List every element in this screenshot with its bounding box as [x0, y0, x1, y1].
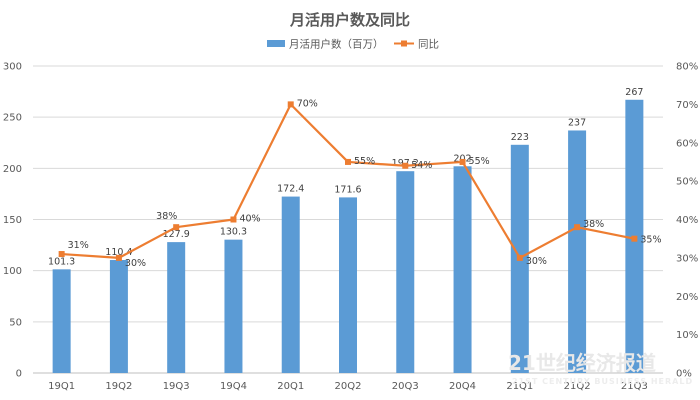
y-axis-left: 0 50 100 150 200 250 300: [3, 62, 22, 380]
bar-value-label: 127.9: [163, 229, 190, 240]
x-tick-label: 20Q2: [335, 381, 362, 392]
y-right-tick-label: 40%: [676, 215, 698, 226]
x-tick-label: 20Q4: [449, 381, 476, 392]
y-right-tick-label: 70%: [676, 100, 698, 111]
line-marker: [115, 254, 122, 261]
x-tick-label: 20Q1: [277, 381, 304, 392]
bar-value-label: 101.3: [48, 256, 75, 267]
bar: [281, 196, 300, 373]
y-left-tick-label: 300: [3, 62, 22, 73]
watermark-subtext: 21ST CENTURY BUSINESS HERALD: [512, 377, 693, 386]
y-right-tick-label: 60%: [676, 138, 698, 149]
line-data-labels: 31% 30% 38% 40% 70% 55% 54% 55% 30% 38% 35%: [68, 98, 662, 269]
line-value-label: 54%: [411, 160, 432, 171]
bar-value-label: 110.4: [105, 247, 132, 258]
y-left-tick-label: 200: [3, 164, 22, 175]
y-left-tick-label: 0: [16, 369, 22, 380]
x-tick-label: 19Q3: [163, 381, 190, 392]
bar: [109, 260, 128, 373]
line-marker: [58, 251, 65, 258]
line-marker: [459, 158, 466, 165]
bar: [568, 130, 587, 373]
y-left-tick-label: 250: [3, 113, 22, 124]
line-series: [58, 101, 638, 261]
bar: [453, 166, 472, 373]
legend-bar-swatch: [267, 40, 285, 47]
watermark: 21世纪经济报道 21ST CENTURY BUSINESS HERALD: [508, 351, 693, 386]
x-tick-label: 19Q4: [220, 381, 247, 392]
x-tick-label: 20Q3: [392, 381, 419, 392]
line-value-label: 30%: [125, 258, 146, 269]
x-tick-label: 19Q1: [48, 381, 75, 392]
x-tick-label: 21Q1: [506, 381, 533, 392]
y-right-tick-label: 30%: [676, 253, 698, 264]
y-left-tick-label: 100: [3, 266, 22, 277]
line-value-label: 30%: [526, 256, 547, 267]
line-value-label: 31%: [68, 240, 89, 251]
bar-value-label: 267: [625, 87, 643, 98]
legend-line-label: 同比: [418, 38, 439, 51]
y-right-tick-label: 50%: [676, 177, 698, 188]
line-marker: [173, 224, 180, 231]
bar: [167, 242, 186, 373]
y-right-tick-label: 20%: [676, 292, 698, 303]
chart-title: 月活用户数及同比: [289, 11, 410, 29]
bar: [396, 171, 415, 373]
line-marker: [574, 224, 581, 231]
y-left-tick-label: 50: [9, 317, 22, 328]
line-value-label: 55%: [469, 156, 490, 167]
x-tick-label: 21Q3: [621, 381, 648, 392]
x-tick-label: 19Q2: [105, 381, 132, 392]
bar-value-label: 202: [453, 153, 471, 164]
line-value-label: 40%: [239, 214, 260, 225]
watermark-text: 21世纪经济报道: [508, 351, 656, 375]
bar-value-label: 237: [568, 117, 586, 128]
line-marker: [516, 254, 523, 261]
y-right-tick-label: 0%: [676, 369, 692, 380]
line-marker: [402, 162, 409, 169]
line-marker: [631, 235, 638, 242]
bar-value-label: 171.6: [334, 184, 361, 195]
line-value-label: 55%: [354, 156, 375, 167]
y-right-tick-label: 10%: [676, 330, 698, 341]
bar-value-label: 172.4: [277, 184, 304, 195]
x-tick-label: 21Q2: [564, 381, 591, 392]
bar: [224, 239, 243, 373]
line-marker: [345, 158, 351, 165]
x-axis: 19Q1 19Q2 19Q3 19Q4 20Q1 20Q2 20Q3 20Q4 21Q1 21Q2…: [48, 381, 648, 392]
line-value-label: 70%: [297, 98, 318, 109]
bar-series: [52, 99, 644, 374]
bar: [339, 197, 357, 373]
legend-line-marker: [401, 40, 407, 47]
line-value-label: 38%: [156, 211, 177, 222]
y-axis-right: 0% 10% 20% 30% 40% 50% 60% 70% 80%: [676, 62, 698, 380]
bar-value-label: 223: [511, 132, 529, 143]
legend: 月活用户数（百万） 同比: [267, 38, 439, 51]
bar: [52, 269, 71, 373]
y-left-tick-label: 150: [3, 215, 22, 226]
legend-bar-label: 月活用户数（百万）: [289, 38, 384, 51]
line-marker: [230, 216, 237, 223]
line-marker: [287, 101, 294, 108]
line-value-label: 35%: [640, 235, 661, 246]
bar-value-label: 130.3: [220, 227, 247, 238]
line-value-label: 38%: [583, 219, 604, 230]
y-right-tick-label: 80%: [676, 62, 698, 73]
